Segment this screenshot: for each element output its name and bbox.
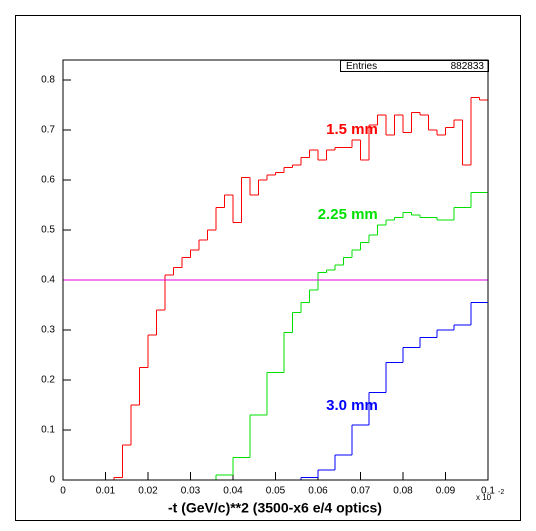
x-tick-label: 0.1 <box>481 486 495 497</box>
x-multiplier: x 10 <box>476 493 492 502</box>
series-label: 1.5 mm <box>326 121 378 138</box>
y-tick-label: 0.3 <box>41 325 55 336</box>
y-tick-label: 0.8 <box>41 75 55 86</box>
x-axis-label: -t (GeV/c)**2 (3500-x6 e/4 optics) <box>168 500 382 516</box>
x-multiplier-exponent: -2 <box>498 489 504 496</box>
x-tick-label: 0.07 <box>351 486 371 497</box>
y-tick-label: 0.2 <box>41 375 55 386</box>
stats-label: Entries <box>346 61 377 72</box>
x-tick-label: 0.02 <box>138 486 158 497</box>
y-tick-label: 0.7 <box>41 125 55 136</box>
y-tick-label: 0.4 <box>41 275 55 286</box>
x-tick-label: 0.06 <box>308 486 328 497</box>
x-tick-label: 0.04 <box>223 486 243 497</box>
series-label: 3.0 mm <box>326 397 378 414</box>
outer-frame <box>15 15 521 521</box>
y-tick-label: 0.5 <box>41 225 55 236</box>
y-tick-label: 0.6 <box>41 175 55 186</box>
x-tick-label: 0.09 <box>436 486 456 497</box>
series-label: 2.25 mm <box>318 206 378 223</box>
x-tick-label: 0.05 <box>266 486 286 497</box>
x-tick-label: 0.03 <box>181 486 201 497</box>
y-tick-label: 0.1 <box>41 425 55 436</box>
x-tick-label: 0 <box>60 486 66 497</box>
x-tick-label: 0.08 <box>393 486 413 497</box>
y-tick-label: 0 <box>49 475 55 486</box>
stats-value: 882833 <box>451 61 485 72</box>
x-tick-label: 0.01 <box>96 486 116 497</box>
plot-frame <box>62 59 489 481</box>
